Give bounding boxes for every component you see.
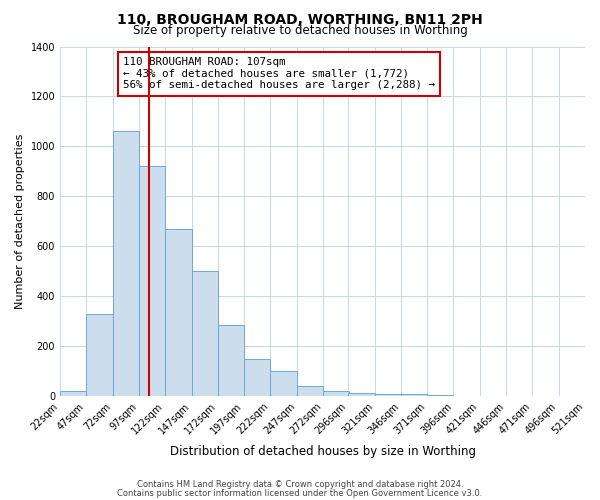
Text: Contains public sector information licensed under the Open Government Licence v3: Contains public sector information licen… (118, 488, 482, 498)
Bar (86, 314, 113, 396)
Text: 110, BROUGHAM ROAD, WORTHING, BN11 2PH: 110, BROUGHAM ROAD, WORTHING, BN11 2PH (117, 12, 483, 26)
Bar (60, 392, 86, 396)
Bar (165, 229, 191, 396)
Bar (297, 386, 323, 396)
Y-axis label: Number of detached properties: Number of detached properties (15, 134, 25, 309)
Bar (191, 272, 218, 396)
Bar (323, 392, 349, 396)
Bar (374, 394, 401, 396)
Bar (271, 372, 297, 396)
Bar (427, 395, 454, 396)
Bar (139, 166, 165, 396)
Bar (401, 394, 427, 396)
Text: Contains HM Land Registry data © Crown copyright and database right 2024.: Contains HM Land Registry data © Crown c… (137, 480, 463, 489)
Text: Size of property relative to detached houses in Worthing: Size of property relative to detached ho… (133, 24, 467, 37)
Bar (348, 392, 374, 396)
Bar (113, 132, 139, 396)
Text: 110 BROUGHAM ROAD: 107sqm
← 43% of detached houses are smaller (1,772)
56% of se: 110 BROUGHAM ROAD: 107sqm ← 43% of detac… (123, 57, 435, 90)
X-axis label: Distribution of detached houses by size in Worthing: Distribution of detached houses by size … (170, 444, 476, 458)
Bar (218, 325, 244, 396)
Bar (244, 359, 271, 397)
